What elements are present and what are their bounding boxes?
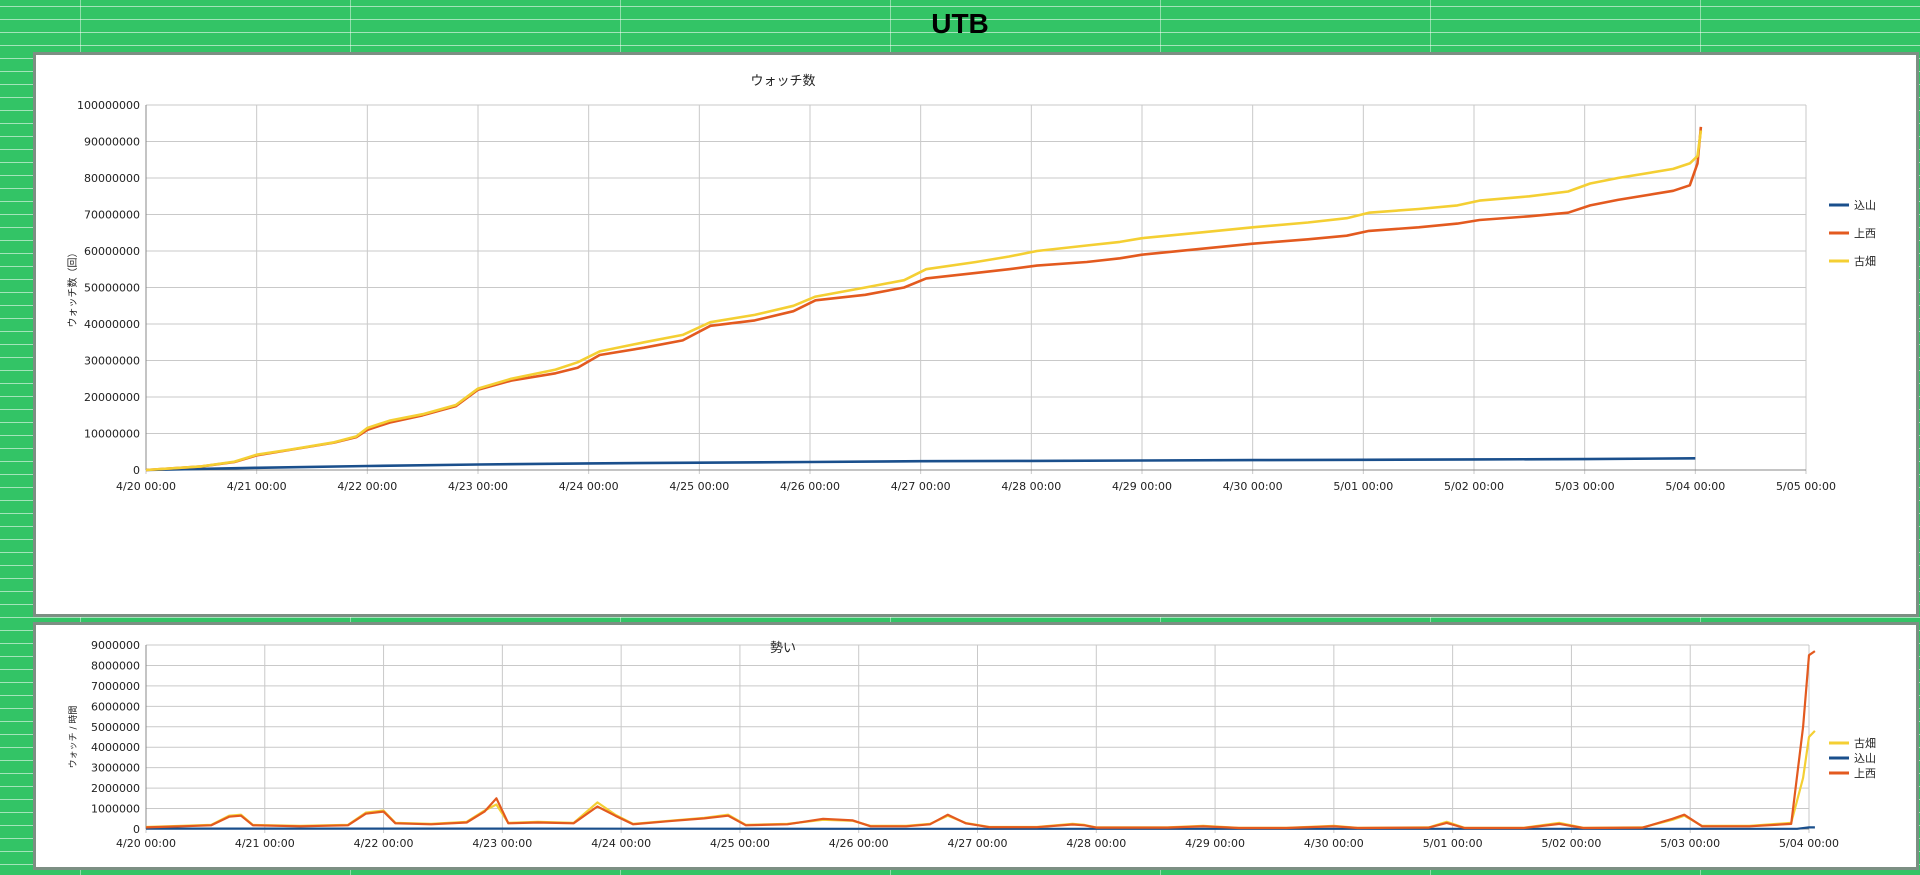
y-tick-label: 80000000 — [84, 172, 140, 185]
chart-title: ウォッチ数 — [750, 74, 815, 89]
y-tick-label: 6000000 — [91, 700, 140, 713]
x-tick-label: 5/02 00:00 — [1541, 837, 1601, 850]
x-tick-label: 4/30 00:00 — [1223, 480, 1283, 493]
chart-title: 勢い — [770, 641, 796, 656]
y-tick-label: 9000000 — [91, 639, 140, 652]
x-tick-label: 5/02 00:00 — [1444, 480, 1504, 493]
y-tick-label: 0 — [133, 464, 140, 477]
y-tick-label: 0 — [133, 823, 140, 836]
x-tick-label: 4/27 00:00 — [948, 837, 1008, 850]
x-tick-label: 4/29 00:00 — [1112, 480, 1172, 493]
y-tick-label: 4000000 — [91, 741, 140, 754]
x-tick-label: 5/05 00:00 — [1776, 480, 1836, 493]
legend-label: 込山 — [1854, 199, 1876, 212]
x-tick-label: 4/20 00:00 — [116, 480, 176, 493]
legend-label: 古畑 — [1854, 255, 1876, 268]
x-tick-label: 4/21 00:00 — [235, 837, 295, 850]
series-line-2 — [145, 130, 1703, 472]
y-tick-label: 100000000 — [77, 99, 140, 112]
watch-count-chart: 0 10000000 20000000 30000000 40000000 5000000… — [66, 74, 1876, 493]
x-tick-label: 4/23 00:00 — [448, 480, 508, 493]
x-tick-label: 4/30 00:00 — [1304, 837, 1364, 850]
series-line-1 — [145, 126, 1703, 472]
momentum-chart: 0 1000000 2000000 3000000 4000000 5000000 6000… — [68, 639, 1876, 850]
page-title: UTB — [931, 8, 989, 39]
x-tick-label: 4/27 00:00 — [891, 480, 951, 493]
y-tick-label: 60000000 — [84, 245, 140, 258]
y-tick-label: 3000000 — [91, 762, 140, 775]
x-tick-label: 5/01 00:00 — [1333, 480, 1393, 493]
x-tick-label: 4/25 00:00 — [669, 480, 729, 493]
y-tick-label: 8000000 — [91, 659, 140, 672]
x-tick-label: 5/04 00:00 — [1665, 480, 1725, 493]
x-tick-label: 5/03 00:00 — [1660, 837, 1720, 850]
y-tick-label: 5000000 — [91, 721, 140, 734]
x-tick-label: 4/20 00:00 — [116, 837, 176, 850]
x-tick-label: 4/28 00:00 — [1001, 480, 1061, 493]
x-tick-label: 4/28 00:00 — [1066, 837, 1126, 850]
y-tick-label: 70000000 — [84, 209, 140, 222]
x-tick-label: 5/04 00:00 — [1779, 837, 1839, 850]
x-tick-label: 4/21 00:00 — [227, 480, 287, 493]
watch-count-chart-panel: 0 10000000 20000000 30000000 40000000 5000000… — [33, 52, 1919, 617]
y-tick-label: 20000000 — [84, 391, 140, 404]
legend-label: 上西 — [1854, 767, 1876, 780]
legend-label: 古畑 — [1854, 737, 1876, 750]
y-tick-label: 40000000 — [84, 318, 140, 331]
y-tick-label: 50000000 — [84, 282, 140, 295]
y-tick-label: 1000000 — [91, 803, 140, 816]
series-line-1 — [146, 826, 1815, 830]
momentum-chart-panel: 0 1000000 2000000 3000000 4000000 5000000 6000… — [33, 622, 1919, 870]
x-tick-label: 4/26 00:00 — [829, 837, 889, 850]
series-line-0 — [145, 457, 1696, 472]
y-tick-label: 7000000 — [91, 680, 140, 693]
legend-label: 込山 — [1854, 752, 1876, 765]
series-line-0 — [145, 730, 1816, 829]
x-tick-label: 5/03 00:00 — [1555, 480, 1615, 493]
y-axis-label: ウォッチ / 時間 — [68, 706, 79, 769]
y-tick-label: 10000000 — [84, 428, 140, 441]
y-axis-label: ウォッチ数（回） — [66, 248, 79, 328]
x-tick-label: 4/24 00:00 — [559, 480, 619, 493]
y-tick-label: 30000000 — [84, 355, 140, 368]
x-tick-label: 5/01 00:00 — [1423, 837, 1483, 850]
x-tick-label: 4/24 00:00 — [591, 837, 651, 850]
x-tick-label: 4/23 00:00 — [472, 837, 532, 850]
x-tick-label: 4/22 00:00 — [354, 837, 414, 850]
y-tick-label: 90000000 — [84, 136, 140, 149]
x-tick-label: 4/29 00:00 — [1185, 837, 1245, 850]
series-line-2 — [145, 650, 1816, 830]
y-tick-label: 2000000 — [91, 782, 140, 795]
x-tick-label: 4/25 00:00 — [710, 837, 770, 850]
legend-label: 上西 — [1854, 227, 1876, 240]
x-tick-label: 4/26 00:00 — [780, 480, 840, 493]
x-tick-label: 4/22 00:00 — [337, 480, 397, 493]
